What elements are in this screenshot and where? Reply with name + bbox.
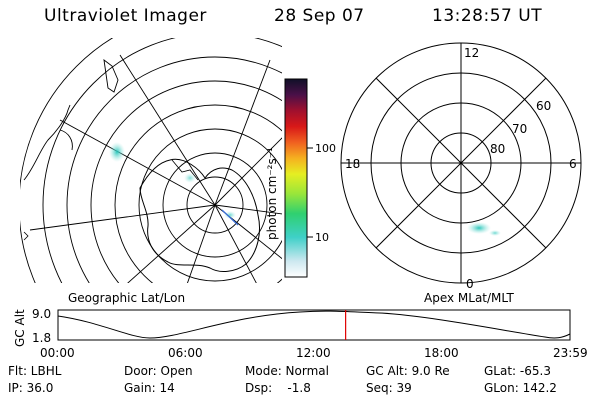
filter-info: Flt: LBHL — [8, 364, 62, 378]
glat-info: GLat: -65.3 — [484, 364, 551, 378]
australia-coastline — [23, 104, 71, 181]
altitude-ytick-9: 9.0 — [32, 307, 51, 321]
mlt-label-6: 6 — [569, 157, 577, 171]
aurora-oval-patch — [467, 222, 491, 234]
new-zealand-coastline — [103, 58, 119, 93]
altitude-curve — [57, 310, 571, 339]
mode-info: Mode: Normal — [245, 364, 329, 378]
time-tick-0000: 00:00 — [40, 346, 75, 360]
colorbar — [284, 78, 308, 278]
time-tick-0600: 06:00 — [168, 346, 203, 360]
altitude-plot-frame — [57, 309, 571, 341]
mlat-label-80: 80 — [490, 142, 505, 156]
mlt-label-0: 0 — [466, 277, 474, 291]
mlat-label-70: 70 — [512, 122, 527, 136]
antarctica-coastline — [139, 158, 260, 272]
pole-vector — [221, 209, 239, 226]
time-tick-1200: 12:00 — [296, 346, 331, 360]
time-tick-1800: 18:00 — [424, 346, 459, 360]
aurora-patch — [109, 142, 125, 162]
magnetic-polar-plot — [340, 42, 582, 284]
glon-info: GLon: 142.2 — [484, 381, 557, 395]
time-tick-2359: 23:59 — [553, 346, 588, 360]
longitude-lines — [29, 54, 282, 283]
geographic-map — [20, 38, 282, 283]
date-label: 28 Sep 07 — [274, 6, 365, 26]
colorbar-tick-10: 10 — [315, 231, 329, 244]
left-panel-caption: Geographic Lat/Lon — [68, 291, 185, 305]
colorbar-tick-100: 100 — [315, 142, 336, 155]
right-panel-caption: Apex MLat/MLT — [424, 291, 514, 305]
mlt-label-12: 12 — [464, 46, 479, 60]
altitude-ylabel: GC Alt — [13, 309, 27, 347]
altitude-ytick-1-8: 1.8 — [32, 331, 51, 345]
mlt-label-18: 18 — [345, 157, 360, 171]
mlat-label-60: 60 — [536, 99, 551, 113]
door-info: Door: Open — [124, 364, 193, 378]
gain-info: Gain: 14 — [124, 381, 175, 395]
dsp-info: Dsp: -1.8 — [245, 381, 311, 395]
time-label: 13:28:57 UT — [432, 6, 543, 26]
ip-info: IP: 36.0 — [8, 381, 54, 395]
instrument-title: Ultraviolet Imager — [44, 6, 207, 26]
seq-info: Seq: 39 — [366, 381, 412, 395]
gc-alt-info: GC Alt: 9.0 Re — [366, 364, 450, 378]
colorbar-label: photon cm⁻²s⁻¹ — [265, 147, 279, 240]
latitude-circles — [20, 38, 282, 283]
